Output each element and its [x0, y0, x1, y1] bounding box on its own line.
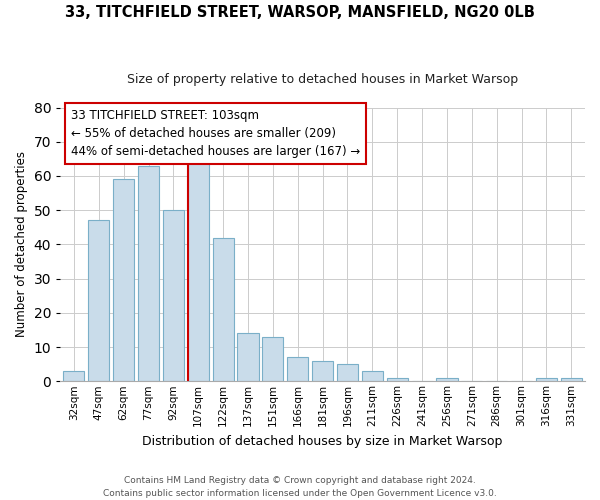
Text: 33 TITCHFIELD STREET: 103sqm
← 55% of detached houses are smaller (209)
44% of s: 33 TITCHFIELD STREET: 103sqm ← 55% of de…	[71, 109, 360, 158]
Bar	[188, 152, 209, 382]
Bar	[561, 378, 582, 382]
Bar	[337, 364, 358, 382]
Bar	[362, 371, 383, 382]
Bar	[386, 378, 408, 382]
Bar	[212, 238, 233, 382]
Title: Size of property relative to detached houses in Market Warsop: Size of property relative to detached ho…	[127, 72, 518, 86]
Bar	[262, 337, 283, 382]
Bar	[113, 180, 134, 382]
Bar	[536, 378, 557, 382]
Bar	[287, 358, 308, 382]
Text: Contains HM Land Registry data © Crown copyright and database right 2024.
Contai: Contains HM Land Registry data © Crown c…	[103, 476, 497, 498]
X-axis label: Distribution of detached houses by size in Market Warsop: Distribution of detached houses by size …	[142, 434, 503, 448]
Bar	[238, 334, 259, 382]
Bar	[436, 378, 458, 382]
Text: 33, TITCHFIELD STREET, WARSOP, MANSFIELD, NG20 0LB: 33, TITCHFIELD STREET, WARSOP, MANSFIELD…	[65, 5, 535, 20]
Bar	[64, 371, 85, 382]
Bar	[88, 220, 109, 382]
Bar	[163, 210, 184, 382]
Bar	[138, 166, 159, 382]
Y-axis label: Number of detached properties: Number of detached properties	[15, 152, 28, 338]
Bar	[312, 360, 333, 382]
